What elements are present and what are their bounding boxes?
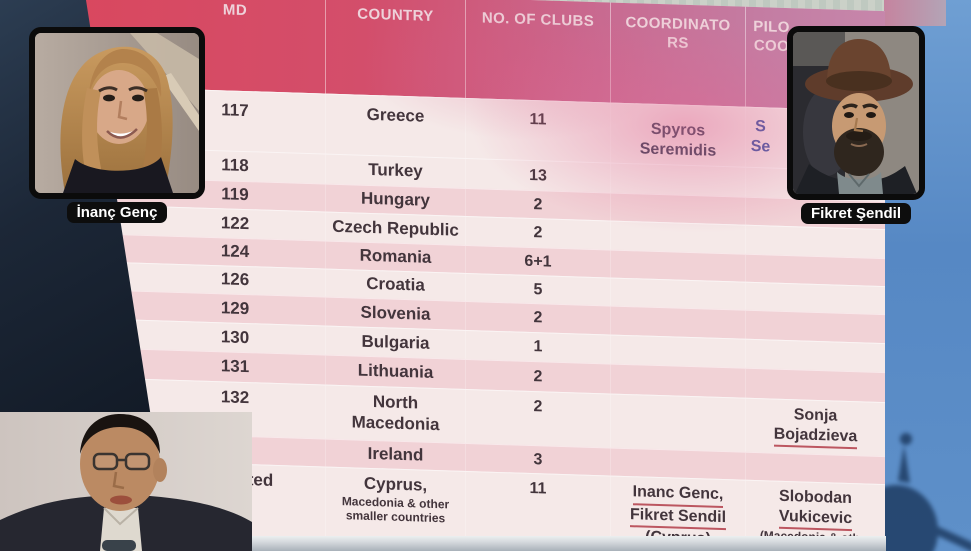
coordinators-cell [610, 163, 745, 197]
clubs-cell: 1 [465, 330, 610, 364]
participant-name-label-fikret: Fikret Şendil [800, 203, 912, 224]
participant-video-inanc [29, 27, 205, 199]
coordinators-cell [610, 448, 745, 480]
slide-header-edge [884, 0, 946, 26]
md-cell: 130 [220, 326, 250, 347]
man-suit-avatar [0, 412, 252, 551]
md-cell: 131 [220, 356, 250, 377]
clubs-cell: 2 [465, 359, 610, 394]
coordinators-cell [610, 335, 745, 368]
md-cell: 129 [220, 297, 250, 318]
country-cell: North Macedonia [325, 385, 465, 443]
coordinators-cell [610, 221, 745, 254]
clubs-cell: 2 [465, 188, 610, 221]
coordinators-cell: Spyros Seremidis [610, 103, 745, 167]
country-cell: Bulgaria [325, 326, 465, 359]
woman-avatar [35, 33, 199, 193]
clubs-cell: 2 [465, 389, 610, 448]
country-cell: Slovenia [325, 297, 465, 330]
participant-tile-fikret[interactable]: Fikret Şendil [787, 26, 925, 224]
coordinators-cell [610, 364, 745, 398]
header-cell: COUNTRY [325, 0, 465, 98]
pilots-cell [745, 282, 885, 315]
country-cell: Hungary [325, 184, 465, 216]
md-cell: 124 [220, 241, 250, 262]
country-cell: Czech Republic [325, 212, 465, 245]
participant-tile-inanc[interactable]: İnanç Genç [29, 27, 205, 223]
participant-tile-bottom[interactable] [0, 412, 252, 551]
pilots-cell [745, 339, 885, 373]
pilots-cell [745, 254, 885, 287]
clubs-cell: 11 [465, 98, 610, 163]
country-cell: Romania [325, 241, 465, 273]
country-cell: Ireland [325, 439, 465, 471]
background-silhouette [884, 433, 971, 551]
coordinators-cell [610, 250, 745, 282]
clubs-cell: 2 [465, 216, 610, 250]
clubs-cell: 5 [465, 273, 610, 306]
clubs-cell: 13 [465, 158, 610, 193]
participant-name-label-inanc: İnanç Genç [66, 202, 168, 223]
header-cell: NO. OF CLUBS [465, 0, 610, 103]
clubs-cell: 3 [465, 443, 610, 476]
coordinators-cell [610, 278, 745, 310]
pilots-cell [745, 452, 885, 485]
pilots-cell: Sonja Bojadzieva [745, 398, 885, 457]
pilots-cell [745, 225, 885, 259]
md-cell: 126 [220, 269, 250, 290]
country-cell: Lithuania [325, 355, 465, 389]
coordinators-cell [610, 193, 745, 225]
clubs-cell: 6+1 [465, 245, 610, 278]
pilots-cell [745, 368, 885, 403]
country-cell: Turkey [325, 154, 465, 188]
man-hat-avatar [793, 32, 919, 194]
header-cell: COORDINATO RS [610, 2, 745, 107]
pilots-cell [745, 310, 885, 344]
coordinators-cell [610, 306, 745, 339]
country-cell: Greece [325, 94, 465, 158]
clubs-cell: 2 [465, 301, 610, 335]
participant-video-fikret [787, 26, 925, 200]
coordinators-cell [610, 394, 745, 452]
country-cell: Croatia [325, 269, 465, 301]
